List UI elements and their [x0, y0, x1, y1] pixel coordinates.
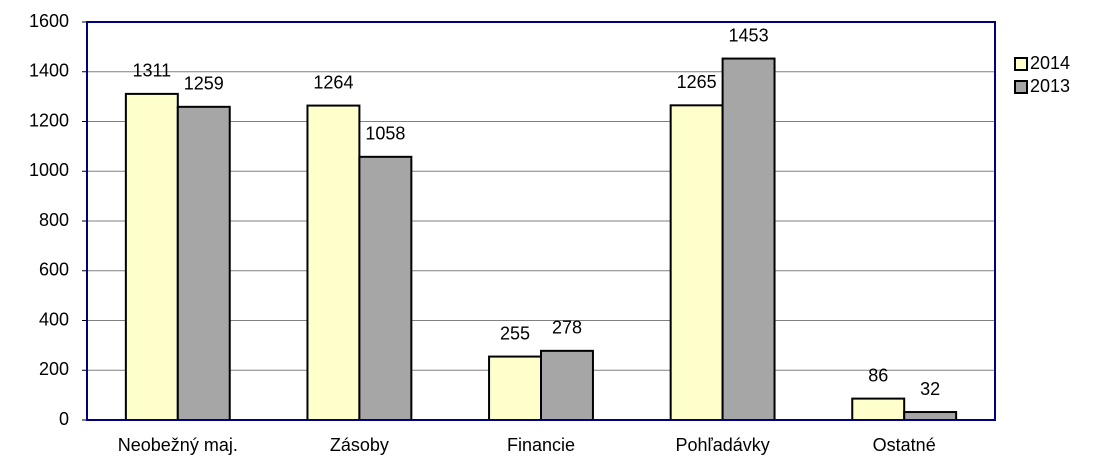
x-tick-label: Financie: [507, 435, 575, 455]
bar: [176, 105, 231, 421]
data-label: 278: [552, 318, 582, 338]
bar: [124, 92, 179, 421]
y-tick-label: 1200: [29, 110, 69, 130]
data-label: 86: [868, 365, 888, 385]
bar: [306, 104, 361, 422]
data-label: 1453: [729, 25, 769, 45]
bar: [358, 155, 413, 421]
y-tick-label: 200: [39, 359, 69, 379]
data-label: 255: [500, 323, 530, 343]
data-label: 1058: [365, 124, 405, 144]
plot-border: [86, 21, 996, 421]
data-label: 1259: [184, 74, 224, 94]
y-tick-label: 1600: [29, 11, 69, 31]
data-label: 1264: [313, 72, 353, 92]
y-tick-label: 400: [39, 309, 69, 329]
bar: [903, 411, 958, 422]
bar: [488, 355, 543, 422]
bar: [851, 397, 906, 422]
bar: [669, 104, 724, 422]
bar: [721, 57, 776, 421]
legend-label: 2013: [1030, 76, 1070, 96]
y-tick-label: 1400: [29, 61, 69, 81]
bar: [540, 349, 594, 421]
x-tick-label: Pohľadávky: [675, 435, 769, 455]
legend-swatch: [1014, 80, 1028, 94]
legend-swatch: [1014, 57, 1028, 71]
legend-label: 2014: [1030, 53, 1070, 73]
x-tick-label: Ostatné: [873, 435, 936, 455]
y-tick-label: 0: [59, 409, 69, 429]
data-label: 1265: [677, 72, 717, 92]
y-tick-label: 600: [39, 260, 69, 280]
y-tick-label: 800: [39, 210, 69, 230]
x-tick-label: Zásoby: [330, 435, 389, 455]
data-label: 32: [920, 379, 940, 399]
y-tick-label: 1000: [29, 160, 69, 180]
data-label: 1311: [132, 61, 171, 81]
x-tick-label: Neobežný maj.: [118, 435, 238, 455]
